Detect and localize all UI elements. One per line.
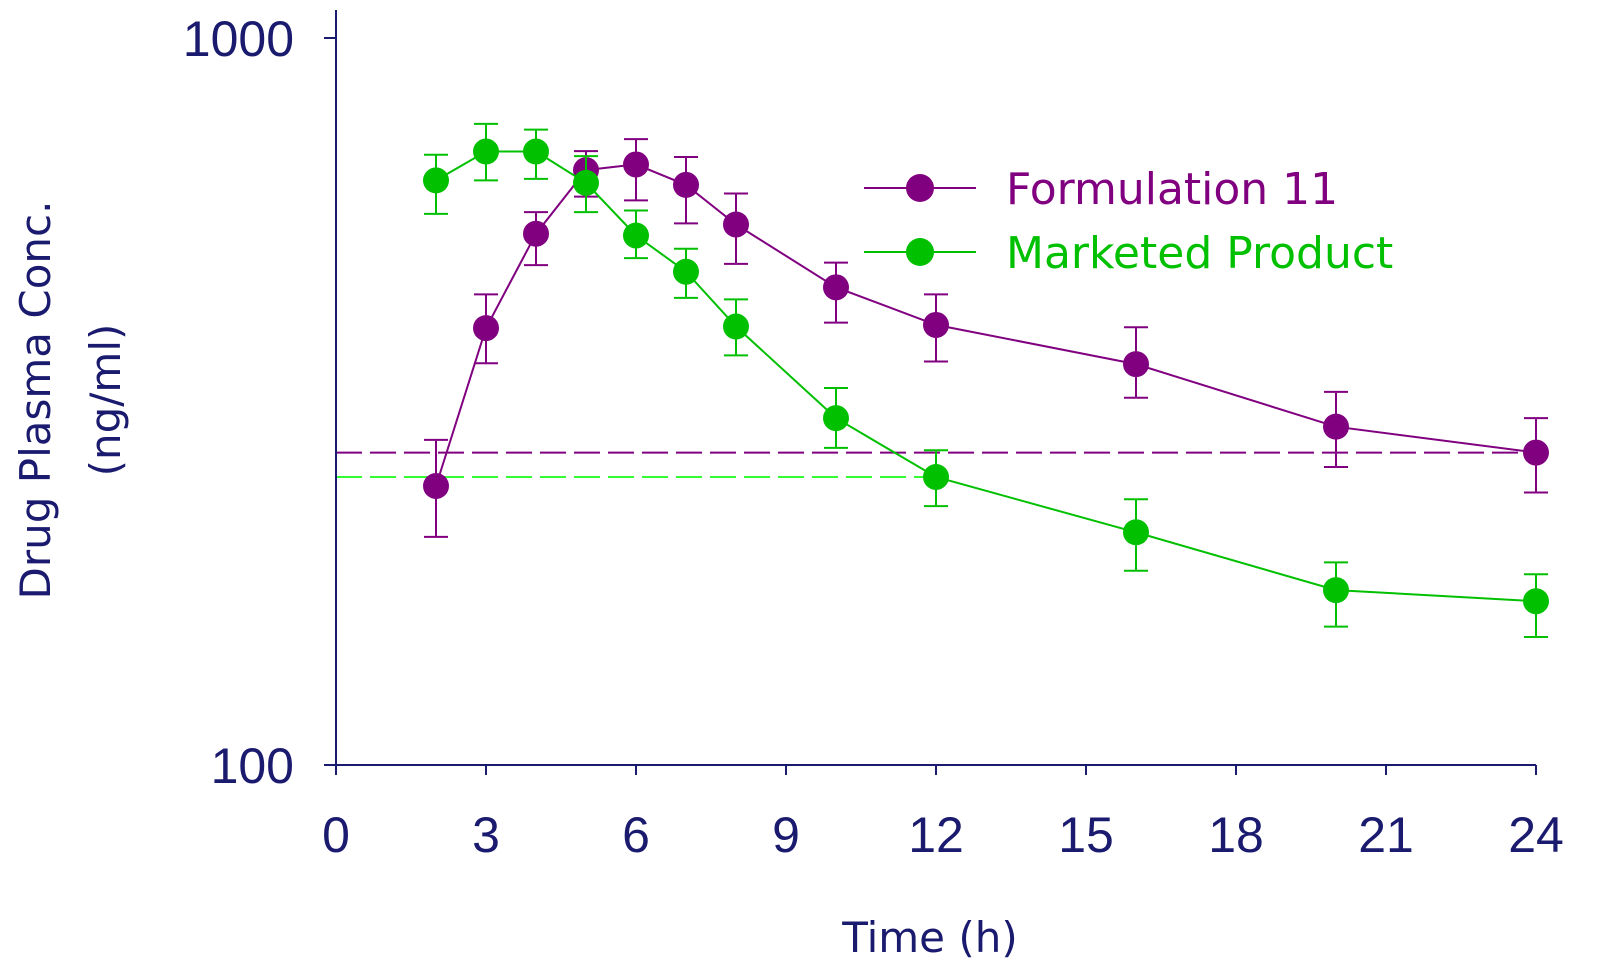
data-point bbox=[473, 138, 499, 165]
data-point bbox=[823, 405, 849, 432]
y-axis-title-line2: (ng/ml) bbox=[81, 324, 130, 477]
data-point bbox=[523, 138, 549, 165]
x-tick-label: 21 bbox=[1358, 807, 1414, 863]
data-point bbox=[473, 315, 499, 342]
data-point bbox=[423, 472, 449, 499]
data-point bbox=[1323, 413, 1349, 440]
x-tick-label: 9 bbox=[772, 807, 800, 863]
data-point bbox=[623, 151, 649, 178]
data-point bbox=[1523, 588, 1549, 615]
x-tick-label: 24 bbox=[1508, 807, 1564, 863]
data-point bbox=[723, 313, 749, 340]
legend-swatch-marker bbox=[906, 238, 934, 266]
legend-label: Formulation 11 bbox=[1006, 164, 1338, 215]
series-line bbox=[435, 150, 1537, 603]
data-point bbox=[923, 463, 949, 490]
data-point bbox=[823, 274, 849, 301]
data-point bbox=[723, 211, 749, 238]
x-ticks: 0 3 6 9 12 15 18 21 24 bbox=[322, 765, 1564, 863]
legend-label: Marketed Product bbox=[1006, 228, 1393, 279]
y-ticks: 100 1000 bbox=[183, 11, 336, 794]
x-tick-label: 3 bbox=[472, 807, 500, 863]
data-point bbox=[1123, 351, 1149, 378]
data-point bbox=[1523, 439, 1549, 466]
x-tick-label: 15 bbox=[1058, 807, 1114, 863]
data-point bbox=[673, 258, 699, 285]
data-point bbox=[573, 169, 599, 196]
x-tick-label: 18 bbox=[1208, 807, 1264, 863]
x-axis-title: Time (h) bbox=[841, 913, 1018, 962]
data-point bbox=[523, 220, 549, 247]
x-tick-label: 12 bbox=[908, 807, 964, 863]
series-marketed-product bbox=[423, 122, 1549, 638]
axes bbox=[335, 10, 1536, 766]
x-tick-label: 0 bbox=[322, 807, 350, 863]
legend: Formulation 11 Marketed Product bbox=[864, 164, 1393, 279]
data-point bbox=[1323, 577, 1349, 604]
data-point bbox=[673, 171, 699, 198]
x-tick-label: 6 bbox=[622, 807, 650, 863]
series bbox=[423, 122, 1549, 638]
y-axis-title-line1: Drug Plasma Conc. bbox=[11, 201, 60, 600]
data-point bbox=[423, 167, 449, 194]
legend-swatch-marker bbox=[906, 174, 934, 202]
data-point bbox=[623, 222, 649, 249]
data-point bbox=[923, 311, 949, 338]
series-line bbox=[435, 163, 1537, 487]
data-point bbox=[1123, 519, 1149, 546]
y-tick-label: 100 bbox=[211, 738, 294, 794]
y-tick-label: 1000 bbox=[183, 11, 294, 67]
